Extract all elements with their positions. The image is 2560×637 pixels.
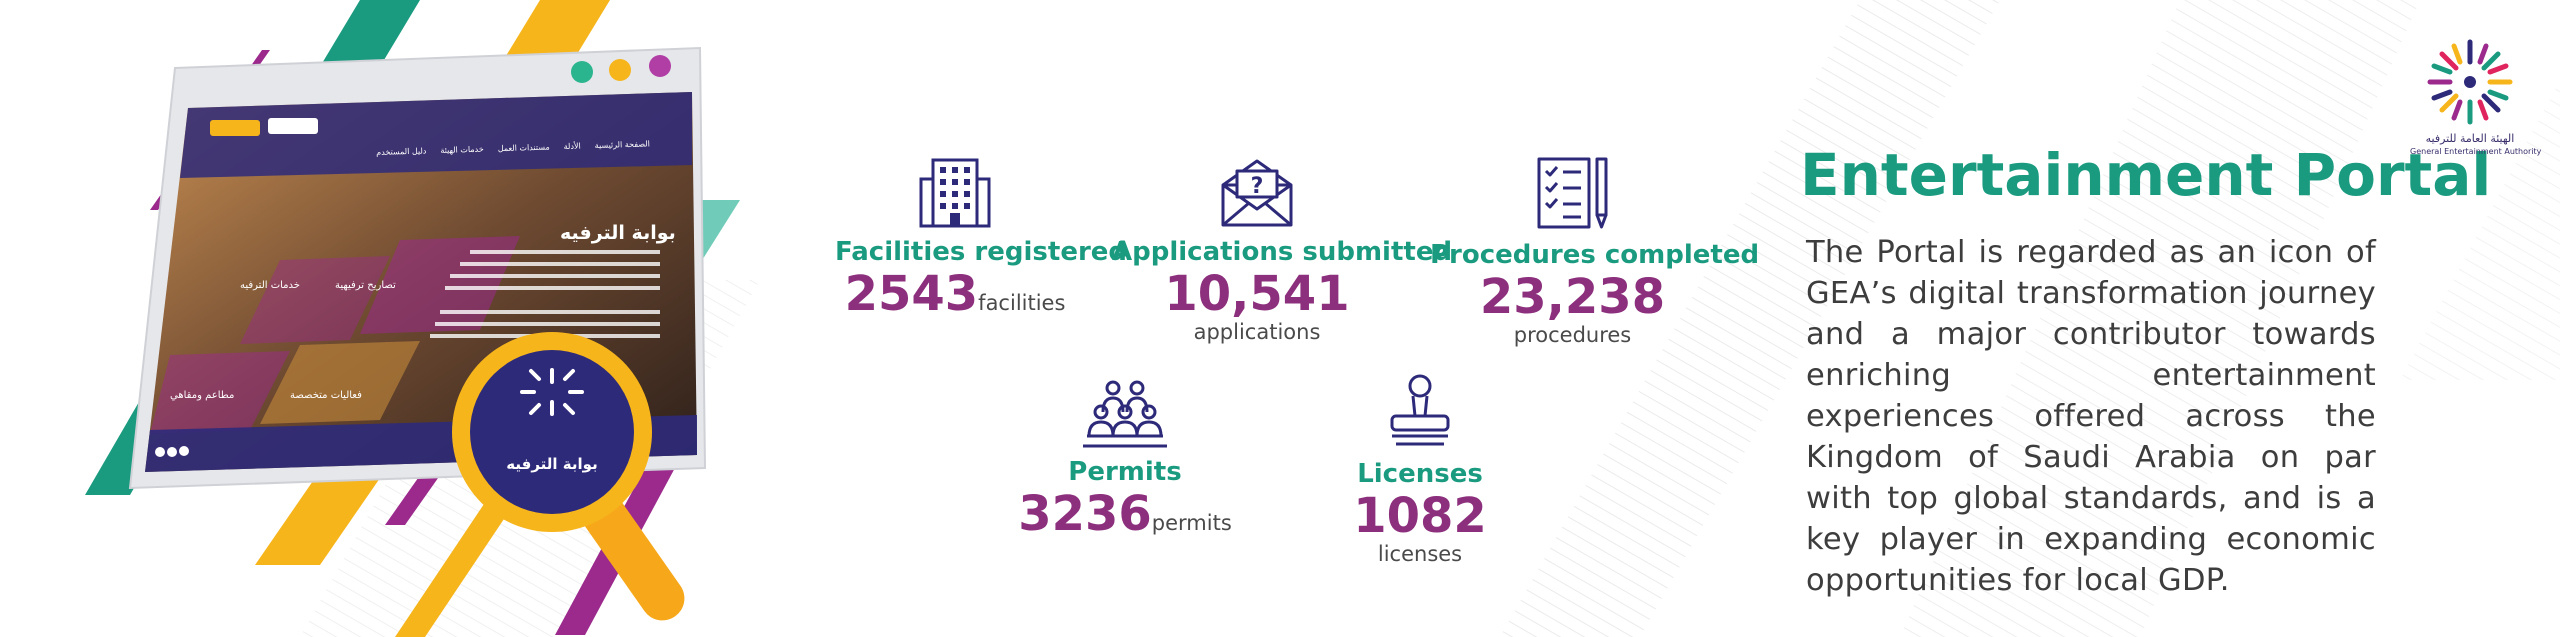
mockup-nav-item: الأدلة bbox=[563, 141, 581, 152]
stat-permits: Permits 3236permits bbox=[1015, 378, 1235, 540]
stat-unit: licenses bbox=[1377, 542, 1463, 566]
stat-value: 3236 bbox=[1018, 486, 1152, 542]
building-icon bbox=[919, 158, 991, 228]
gea-logo-arabic: الهيئة العامة للترفيه bbox=[2425, 132, 2515, 145]
mockup-nav-item: خدمات الهيئة bbox=[440, 144, 484, 155]
stat-procedures: Procedures completed 23,238procedures bbox=[1430, 155, 1760, 347]
svg-text:?: ? bbox=[1251, 174, 1264, 199]
stat-label: Facilities registered bbox=[835, 237, 1128, 267]
mockup-tile: فعاليات متخصصة bbox=[290, 390, 362, 401]
checklist-icon bbox=[1537, 157, 1607, 229]
stat-value: 1082 bbox=[1353, 488, 1487, 544]
envelope-question-icon: ? bbox=[1221, 159, 1293, 227]
stat-unit: permits bbox=[1151, 511, 1232, 535]
stat-unit: procedures bbox=[1513, 323, 1632, 347]
mockup-nav-item: مستندات العمل bbox=[497, 142, 550, 154]
stat-applications: ? Applications submitted 10,541applicati… bbox=[1112, 155, 1453, 344]
stat-licenses: Licenses 1082licenses bbox=[1320, 372, 1520, 566]
mockup-tile: خدمات الترفيه bbox=[240, 280, 300, 291]
magnifier-icon bbox=[452, 332, 685, 621]
stat-value: 23,238 bbox=[1479, 269, 1666, 325]
stat-value: 10,541 bbox=[1164, 266, 1350, 322]
mockup-nav-item: الصفحة الرئيسية bbox=[594, 139, 651, 151]
portal-description: The Portal is regarded as an icon of GEA… bbox=[1806, 235, 2376, 598]
mockup-heading: بوابة الترفيه bbox=[560, 222, 676, 244]
stat-unit: facilities bbox=[978, 291, 1066, 315]
stat-label: Procedures completed bbox=[1430, 240, 1760, 270]
mockup-tile: تصاريح ترفيهية bbox=[335, 280, 396, 291]
stat-facilities: Facilities registered 2543facilities bbox=[835, 155, 1128, 322]
stat-label: Licenses bbox=[1357, 459, 1483, 489]
gea-logo: الهيئة العامة للترفيه General Entertainm… bbox=[2410, 36, 2542, 166]
stat-label: Applications submitted bbox=[1112, 237, 1453, 267]
gea-logo-caption: الهيئة العامة للترفيه General Entertainm… bbox=[2410, 132, 2542, 158]
group-icon bbox=[1083, 380, 1167, 448]
magnifier-title: بوابة الترفيه bbox=[506, 455, 598, 473]
page-title: Entertainment Portal bbox=[1800, 141, 2492, 209]
stat-value: 2543 bbox=[844, 266, 979, 322]
mockup-nav-item: دليل المستخدم bbox=[376, 146, 427, 158]
mockup-tile: مطاعم ومقاهي bbox=[170, 390, 235, 401]
stat-label: Permits bbox=[1068, 457, 1182, 487]
stamp-icon bbox=[1390, 374, 1450, 446]
gea-logo-english: General Entertainment Authority bbox=[2410, 147, 2542, 156]
stat-unit: applications bbox=[1193, 320, 1321, 344]
gea-logo-icon bbox=[2427, 39, 2513, 125]
